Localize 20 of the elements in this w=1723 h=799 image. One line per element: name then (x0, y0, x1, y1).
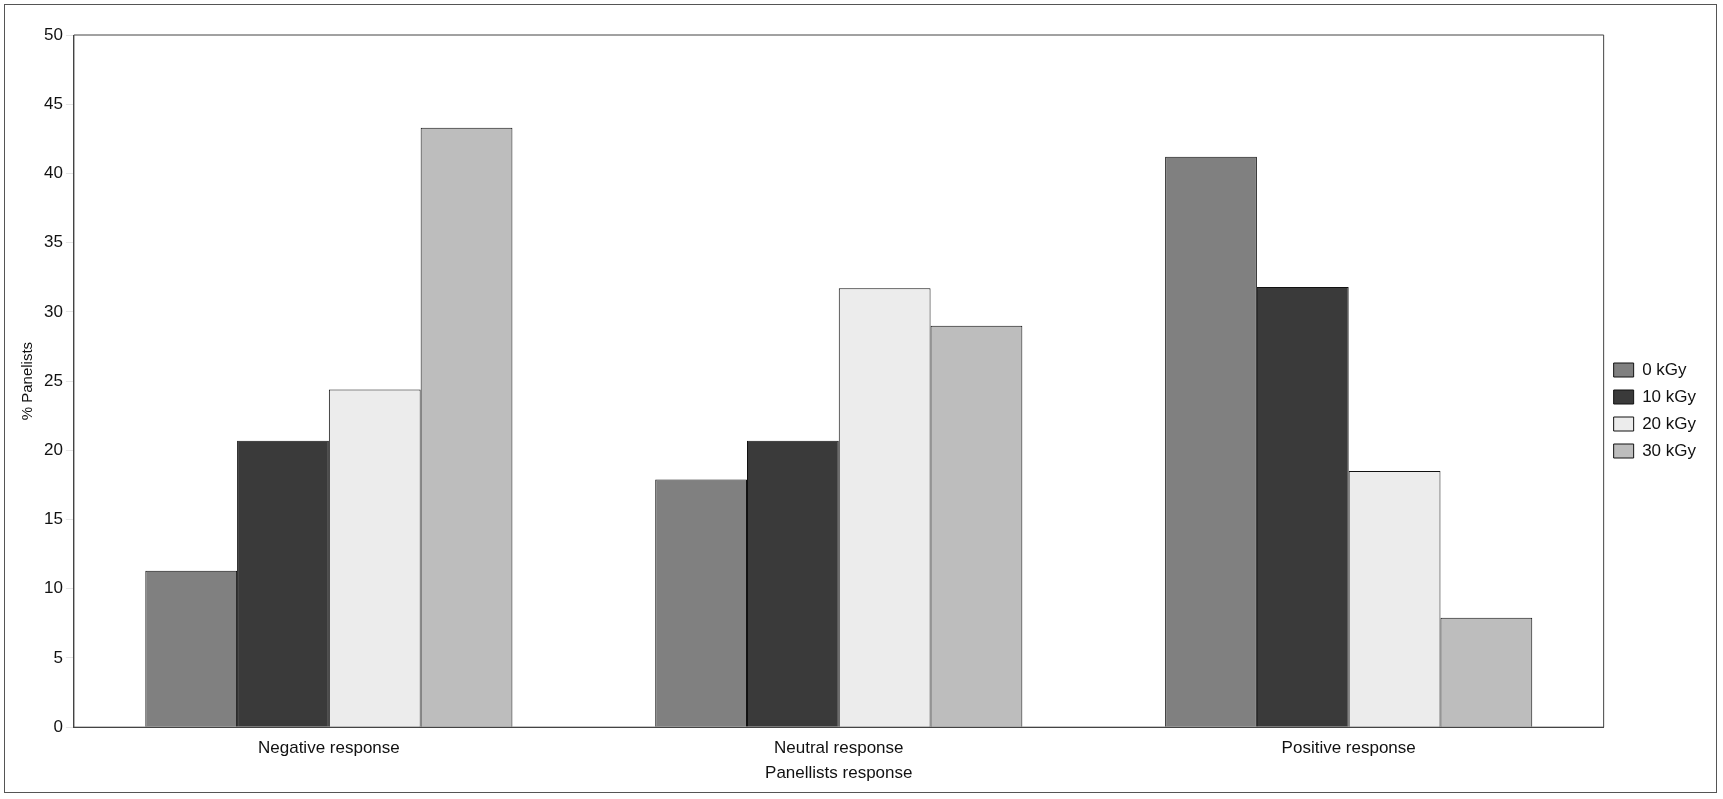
y-tick-label: 20 (43, 440, 63, 460)
y-axis-title: % Panelists (18, 341, 36, 421)
y-tick-label: 10 (43, 578, 63, 598)
y-tick-label: 35 (43, 232, 63, 252)
y-tick-label: 30 (43, 301, 63, 321)
x-tick-label: Neutral response (774, 738, 904, 758)
legend-label: 10 kGy (1642, 386, 1697, 406)
legend-label: 20 kGy (1642, 413, 1697, 433)
y-tick-label: 5 (53, 647, 63, 667)
y-tick-label: 40 (43, 163, 63, 183)
y-tick-label: 0 (53, 716, 63, 736)
legend-label: 30 kGy (1642, 440, 1697, 460)
x-tick-label: Negative response (257, 738, 400, 758)
y-tick-label: 25 (43, 370, 63, 390)
x-axis-title: Panellists response (765, 763, 913, 783)
y-tick-label: 15 (43, 509, 63, 529)
legend-label: 0 kGy (1642, 359, 1688, 379)
y-tick-label: 45 (43, 93, 63, 113)
x-tick-label: Positive response (1281, 738, 1416, 758)
y-tick-label: 50 (43, 24, 63, 44)
